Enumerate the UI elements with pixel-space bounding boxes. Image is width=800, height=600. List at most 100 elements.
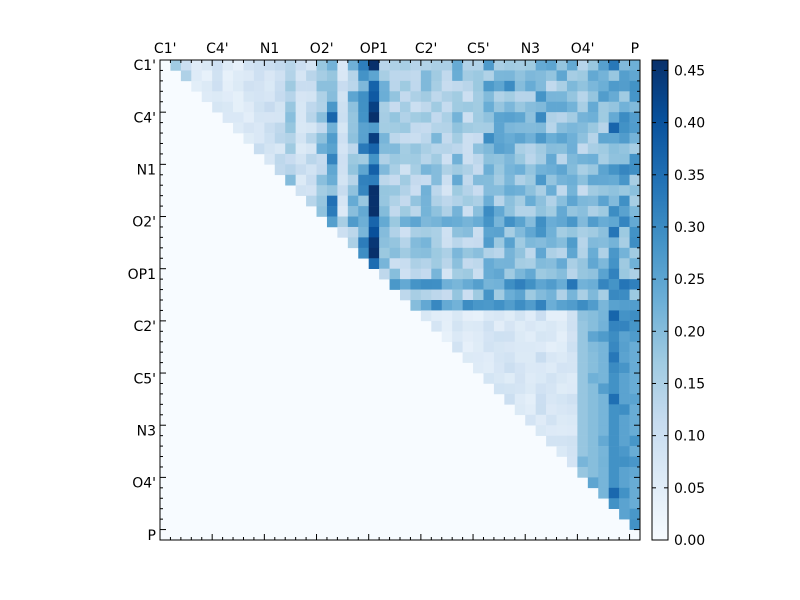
heatmap-cell: [577, 383, 589, 395]
heatmap-cell: [420, 289, 432, 301]
heatmap-axes: [159, 59, 641, 541]
heatmap-cell: [629, 206, 641, 217]
heatmap-cell: [452, 268, 463, 280]
heatmap-cell: [379, 122, 390, 134]
heatmap-cell: [306, 143, 317, 155]
heatmap-cell: [619, 362, 630, 374]
heatmap-cell: [473, 341, 484, 353]
heatmap-cell: [441, 320, 453, 332]
heatmap-cell: [441, 258, 453, 269]
heatmap-cell: [598, 435, 609, 447]
heatmap-cell: [619, 80, 630, 92]
heatmap-cell: [493, 320, 505, 332]
heatmap-cell: [389, 164, 401, 176]
heatmap-cell: [598, 268, 609, 280]
heatmap-cell: [608, 352, 620, 363]
heatmap-cell: [316, 174, 328, 186]
heatmap-cell: [295, 122, 307, 134]
heatmap-cell: [326, 153, 338, 165]
heatmap-cell: [326, 80, 338, 92]
heatmap-cell: [473, 112, 484, 123]
heatmap-cell: [514, 164, 526, 176]
heatmap-cell: [347, 185, 359, 196]
heatmap-cell: [577, 341, 589, 353]
heatmap-cell: [577, 466, 589, 478]
heatmap-cell: [504, 237, 516, 249]
heatmap-cell: [598, 383, 609, 395]
heatmap-cell: [587, 80, 599, 92]
heatmap-cell: [587, 91, 599, 103]
heatmap-cell: [629, 341, 641, 353]
x-tick-label: O4': [571, 41, 595, 57]
heatmap-cell: [264, 101, 276, 113]
heatmap-cell: [347, 112, 359, 123]
heatmap-cell: [253, 112, 265, 123]
heatmap-cell: [546, 289, 557, 301]
heatmap-cell: [431, 279, 443, 290]
heatmap-cell: [546, 341, 557, 353]
heatmap-cell: [598, 153, 609, 165]
heatmap-cell: [556, 320, 568, 332]
heatmap-cell: [326, 101, 338, 113]
heatmap-cell: [462, 320, 474, 332]
heatmap-cell: [264, 91, 276, 103]
heatmap-cell: [462, 268, 474, 280]
heatmap-cell: [452, 112, 463, 123]
heatmap-cell: [629, 60, 641, 71]
heatmap-cell: [587, 310, 599, 322]
heatmap-cell: [368, 216, 380, 228]
heatmap-cell: [493, 268, 505, 280]
colorbar-tick-label: 0.15: [674, 377, 705, 393]
heatmap-cell: [379, 143, 390, 155]
heatmap-cell: [326, 206, 338, 217]
heatmap-cell: [452, 258, 463, 269]
heatmap-cell: [525, 268, 536, 280]
heatmap-cell: [608, 226, 620, 238]
heatmap-cell: [535, 101, 547, 113]
heatmap-cell: [431, 206, 443, 217]
heatmap-cell: [410, 279, 422, 290]
heatmap-cell: [431, 226, 443, 238]
heatmap-cell: [410, 153, 422, 165]
heatmap-cell: [546, 164, 557, 176]
colorbar-tick-label: 0.10: [674, 429, 705, 445]
heatmap-cell: [389, 153, 401, 165]
heatmap-cell: [337, 174, 349, 186]
heatmap-cell: [587, 456, 599, 468]
heatmap-cell: [420, 91, 432, 103]
heatmap-cell: [608, 289, 620, 301]
heatmap-cell: [326, 185, 338, 196]
y-tick-label: C5': [133, 371, 156, 387]
heatmap-cell: [535, 80, 547, 92]
heatmap-cell: [629, 216, 641, 228]
heatmap-cell: [566, 143, 578, 155]
heatmap-cell: [347, 122, 359, 134]
heatmap-cell: [264, 112, 276, 123]
heatmap-cell: [420, 174, 432, 186]
y-tick-label: O2': [132, 215, 156, 231]
heatmap-cell: [326, 91, 338, 103]
heatmap-cell: [420, 206, 432, 217]
heatmap-cell: [233, 122, 244, 134]
heatmap-cell: [525, 164, 536, 176]
heatmap-cell: [598, 466, 609, 478]
heatmap-cell: [483, 101, 495, 113]
heatmap-cell: [483, 341, 495, 353]
heatmap-cell: [587, 414, 599, 426]
heatmap-cell: [306, 60, 317, 71]
heatmap-cell: [420, 300, 432, 311]
heatmap-cell: [577, 373, 589, 384]
heatmap-cell: [379, 185, 390, 196]
heatmap-cell: [566, 320, 578, 332]
heatmap-cell: [546, 383, 557, 395]
heatmap-cell: [389, 70, 401, 82]
heatmap-cell: [598, 80, 609, 92]
heatmap-cell: [608, 477, 620, 489]
heatmap-cell: [473, 352, 484, 363]
heatmap-cell: [493, 195, 505, 207]
heatmap-cell: [473, 310, 484, 322]
heatmap-cell: [420, 153, 432, 165]
heatmap-cell: [566, 258, 578, 269]
heatmap-cell: [431, 122, 443, 134]
heatmap-cell: [504, 185, 516, 196]
